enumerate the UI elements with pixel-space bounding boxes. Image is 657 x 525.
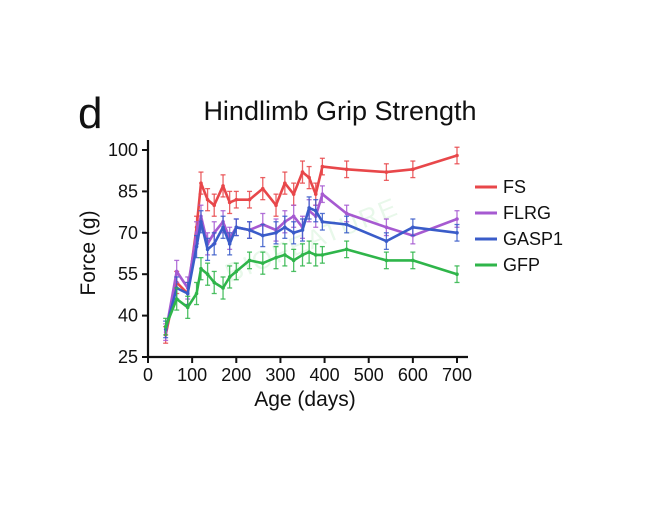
- data-point-flrg: [320, 192, 325, 196]
- data-point-gfp: [313, 253, 318, 257]
- data-point-gfp: [221, 286, 225, 290]
- data-point-gasp1: [247, 228, 252, 232]
- data-point-fs: [283, 181, 287, 185]
- data-point-gfp: [163, 324, 168, 329]
- data-point-gfp: [247, 258, 252, 263]
- data-point-gfp: [274, 255, 278, 260]
- data-point-fs: [247, 197, 252, 202]
- series-layer: [163, 146, 460, 344]
- data-point-gfp: [260, 261, 265, 265]
- data-point-gfp: [307, 250, 311, 254]
- data-point-gfp: [411, 258, 415, 263]
- data-point-fs: [260, 186, 265, 191]
- y-tick-label: 25: [118, 347, 138, 367]
- x-tick-label: 300: [265, 365, 295, 385]
- data-point-gasp1: [313, 208, 318, 213]
- legend: FS FLRG GASP1 GFP: [475, 177, 563, 275]
- data-point-fs: [274, 203, 278, 207]
- data-point-flrg: [344, 211, 349, 216]
- data-point-fs: [455, 153, 459, 158]
- data-point-fs: [227, 200, 232, 205]
- data-point-fs: [300, 170, 305, 174]
- data-point-gasp1: [227, 242, 232, 246]
- ticks-layer: 25 40 55 70 85 100 0 100 200 300 400 500 600 700: [108, 140, 472, 385]
- data-point-fs: [291, 192, 296, 196]
- data-point-flrg: [455, 217, 459, 221]
- data-point-gfp: [194, 291, 199, 296]
- data-point-fs: [344, 167, 349, 172]
- data-point-gasp1: [260, 233, 265, 238]
- data-point-gasp1: [384, 239, 389, 243]
- y-tick-label: 70: [118, 223, 138, 243]
- series-gfp: [163, 240, 460, 336]
- y-axis-label: Force (g): [77, 210, 100, 295]
- x-tick-label: 600: [398, 365, 428, 385]
- data-point-gfp: [227, 275, 232, 279]
- data-point-gasp1: [234, 225, 239, 230]
- data-point-gasp1: [221, 225, 225, 230]
- data-point-gasp1: [185, 291, 190, 296]
- data-point-gfp: [205, 272, 210, 277]
- data-point-fs: [411, 167, 415, 172]
- axes-layer: [146, 140, 468, 359]
- y-tick-label: 55: [118, 264, 138, 284]
- data-point-gfp: [291, 258, 296, 263]
- watermark-text: BIOFEATURE: [221, 191, 403, 288]
- data-point-gasp1: [320, 219, 325, 224]
- data-point-gasp1: [411, 225, 415, 230]
- data-point-fs: [212, 203, 217, 207]
- chart-title: Hindlimb Grip Strength: [203, 96, 476, 126]
- y-tick-label: 40: [118, 306, 138, 326]
- data-point-fs: [205, 197, 210, 202]
- data-point-flrg: [194, 231, 199, 235]
- data-point-fs: [384, 170, 389, 174]
- data-point-gasp1: [205, 247, 210, 252]
- x-tick-label: 0: [143, 365, 153, 385]
- data-point-flrg: [291, 214, 296, 219]
- data-point-gasp1: [307, 206, 311, 210]
- x-tick-label: 400: [310, 365, 340, 385]
- legend-label-gasp1: GASP1: [503, 229, 563, 249]
- data-point-gfp: [283, 253, 287, 257]
- data-point-gfp: [174, 297, 179, 301]
- x-tick-label: 100: [177, 365, 207, 385]
- data-point-gfp: [384, 258, 389, 263]
- data-point-gasp1: [274, 231, 278, 235]
- data-point-gasp1: [344, 222, 349, 227]
- y-tick-label: 100: [108, 140, 138, 160]
- data-point-gfp: [212, 280, 217, 285]
- data-point-fs: [313, 192, 318, 196]
- data-point-gasp1: [291, 231, 296, 235]
- data-point-gasp1: [194, 244, 199, 249]
- legend-label-fs: FS: [503, 177, 526, 197]
- y-tick-label: 85: [118, 181, 138, 201]
- data-point-gasp1: [300, 228, 305, 232]
- data-point-flrg: [384, 225, 389, 230]
- data-point-gfp: [455, 272, 459, 277]
- data-point-fs: [320, 164, 325, 169]
- data-point-fs: [307, 175, 311, 180]
- panel-label: d: [78, 89, 102, 138]
- legend-label-gfp: GFP: [503, 255, 540, 275]
- x-tick-label: 500: [354, 365, 384, 385]
- data-point-gasp1: [283, 225, 287, 230]
- data-point-fs: [199, 181, 203, 185]
- data-point-gfp: [234, 269, 239, 274]
- data-point-gfp: [300, 253, 305, 257]
- data-point-gfp: [320, 253, 325, 257]
- data-point-gasp1: [455, 231, 459, 235]
- data-point-fs: [234, 197, 239, 202]
- data-point-fs: [221, 184, 225, 188]
- data-point-gfp: [199, 266, 203, 271]
- x-axis-label: Age (days): [254, 388, 356, 411]
- legend-label-flrg: FLRG: [503, 203, 551, 223]
- x-tick-label: 200: [221, 365, 251, 385]
- data-point-gasp1: [199, 219, 203, 224]
- data-point-gfp: [185, 305, 190, 310]
- data-point-flrg: [174, 269, 179, 274]
- x-tick-label: 700: [442, 365, 472, 385]
- data-point-gasp1: [212, 242, 217, 246]
- data-point-gfp: [344, 247, 349, 252]
